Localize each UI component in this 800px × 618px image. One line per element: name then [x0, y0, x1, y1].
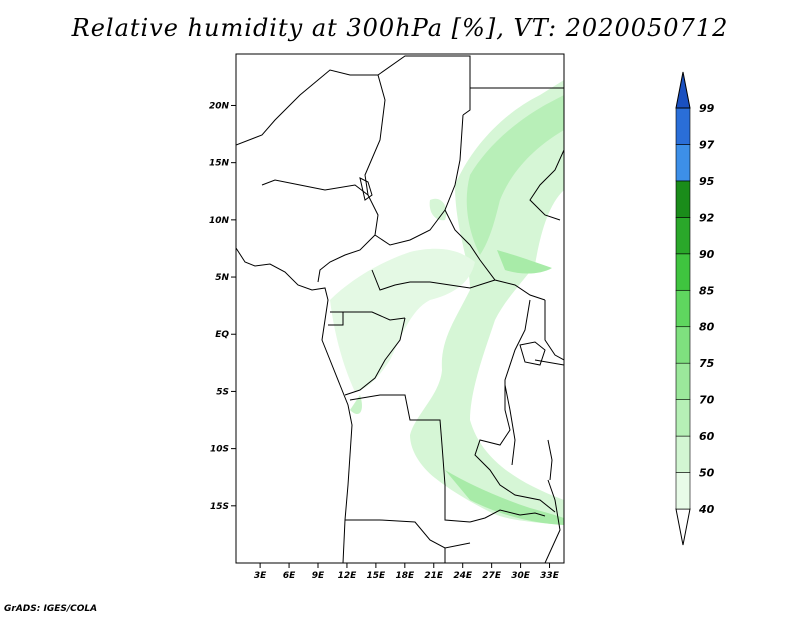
lon-tick-label: 15E [367, 571, 387, 581]
colorbar-label: 50 [699, 467, 715, 480]
border-chad-car [374, 209, 446, 246]
colorbar-swatch [675, 472, 691, 510]
lake-victoria [519, 341, 546, 366]
lon-tick-label: 9E [312, 571, 325, 581]
border-namibia [345, 519, 471, 549]
colorbar-label: 80 [699, 321, 715, 334]
colorbar-label: 60 [699, 430, 715, 443]
colorbar: 40 50 60 70 75 80 85 90 92 95 97 99 [675, 71, 715, 546]
humidity-shading [330, 80, 564, 525]
colorbar-top-arrow [675, 71, 691, 109]
border-gabon [328, 312, 344, 326]
border-drc-angola [349, 394, 471, 523]
border-libya-sudan [469, 56, 564, 89]
lon-tick-label: 18E [395, 571, 415, 581]
border-northwest [236, 55, 471, 146]
humidity-band-east [410, 80, 564, 525]
lake-tanganyika [504, 384, 516, 466]
map-title: Relative humidity at 300hPa [%], VT: 202… [71, 14, 729, 42]
colorbar-swatch [675, 180, 691, 218]
lat-tick-label: 20N [209, 101, 230, 111]
lon-tick-label: 33E [540, 571, 560, 581]
colorbar-label: 97 [699, 138, 715, 151]
lat-tick-label: 5N [215, 273, 229, 283]
humidity-patch-north [429, 198, 447, 221]
lake-kariba [519, 512, 546, 517]
border-cameroon-congo [330, 311, 406, 321]
humidity-core-north [466, 95, 564, 255]
lon-tick-label: 3E [254, 571, 267, 581]
map-frame [235, 53, 565, 564]
lake-chad [359, 177, 373, 201]
border-tanzania [534, 359, 564, 366]
humidity-patch-coast [350, 395, 362, 415]
border-chad-sudan [444, 114, 546, 301]
lat-tick-label: 10N [209, 216, 230, 226]
map-borders [236, 55, 564, 563]
border-car-south [371, 269, 496, 291]
border-drc-east [474, 299, 556, 513]
colorbar-swatch [675, 107, 691, 145]
longitude-axis: 3E 6E 9E 12E 15E 18E 21E 24E 27E 30E 33E [254, 563, 560, 581]
border-congo-drc [344, 317, 406, 396]
colorbar-bottom-arrow [675, 508, 691, 546]
lon-tick-label: 21E [424, 571, 444, 581]
lat-tick-label: EQ [215, 330, 229, 340]
colorbar-label: 92 [699, 211, 715, 224]
latitude-axis: 20N 15N 10N 5N EQ 5S 10S 15S [209, 101, 236, 512]
colorbar-swatch [675, 326, 691, 364]
colorbar-swatch [675, 144, 691, 182]
colorbar-label: 95 [699, 175, 715, 188]
colorbar-swatch [675, 217, 691, 255]
lake-malawi [547, 439, 553, 481]
humidity-core-mid [497, 250, 552, 274]
lat-tick-label: 15S [210, 502, 229, 512]
lat-tick-label: 10S [210, 445, 229, 455]
coastline-west-africa [236, 247, 353, 563]
colorbar-label: 75 [699, 357, 715, 370]
lon-tick-label: 24E [453, 571, 473, 581]
colorbar-label: 99 [699, 102, 715, 115]
lat-tick-label: 15N [209, 159, 230, 169]
border-ethiopia [529, 149, 564, 221]
colorbar-label: 85 [699, 284, 715, 297]
border-zambia [469, 509, 521, 523]
colorbar-label: 40 [698, 503, 715, 516]
colorbar-swatch [675, 253, 691, 291]
lon-tick-label: 6E [283, 571, 296, 581]
colorbar-label: 90 [699, 248, 715, 261]
border-nigeria-niger [261, 179, 369, 196]
colorbar-label: 70 [699, 394, 715, 407]
lon-tick-label: 30E [511, 571, 531, 581]
border-uganda-kenya [544, 300, 564, 361]
lon-tick-label: 27E [482, 571, 502, 581]
lat-tick-label: 5S [216, 387, 229, 397]
humidity-core-south [445, 470, 564, 525]
grads-credit: GrADS: IGES/COLA [4, 604, 98, 614]
colorbar-swatch [675, 399, 691, 437]
border-nigeria-cameroon [317, 234, 376, 283]
colorbar-swatch [675, 289, 691, 328]
border-niger-chad [364, 74, 386, 236]
colorbar-swatch [675, 435, 691, 473]
colorbar-swatch [675, 362, 691, 400]
border-mozambique [544, 479, 561, 563]
humidity-band-central [330, 248, 475, 392]
lon-tick-label: 12E [338, 571, 358, 581]
